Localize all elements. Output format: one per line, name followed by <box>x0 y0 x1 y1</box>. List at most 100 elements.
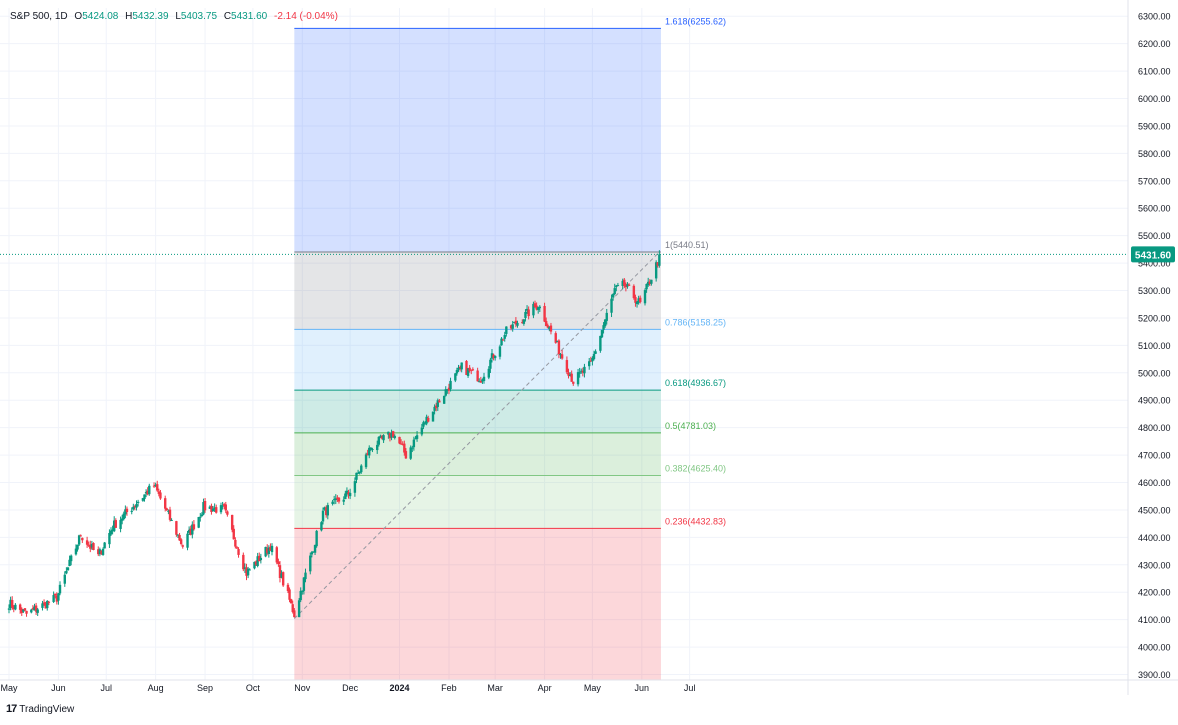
candle-body <box>175 521 178 535</box>
candle-body <box>14 604 17 610</box>
candle-body <box>411 447 414 449</box>
fib-band-0 <box>294 28 661 252</box>
candle-body <box>645 283 648 290</box>
candle-body <box>588 361 591 367</box>
y-tick-label: 6200.00 <box>1138 39 1171 49</box>
candle-body <box>52 595 55 602</box>
candle-body <box>25 610 28 614</box>
fib-band-1 <box>294 251 661 330</box>
y-tick-label: 5800.00 <box>1138 149 1171 159</box>
candle-body <box>546 325 549 328</box>
candle-body <box>368 447 371 456</box>
candle-body <box>589 360 593 362</box>
candle-body <box>192 524 196 530</box>
candle-body <box>478 381 481 383</box>
x-tick-label: May <box>584 683 602 693</box>
candle-body <box>111 529 114 531</box>
candle-body <box>246 568 250 576</box>
candle-body <box>103 542 106 549</box>
fib-level-label: 1(5440.51) <box>665 240 709 250</box>
ohlc-legend: S&P 500, 1D O5424.08 H5432.39 L5403.75 C… <box>10 11 338 22</box>
candle-body <box>302 577 306 591</box>
candle-body <box>559 354 562 356</box>
candle-body <box>476 370 479 382</box>
candle-body <box>42 602 46 604</box>
symbol-label[interactable]: S&P 500, 1D <box>10 11 68 22</box>
candle-body <box>68 559 71 566</box>
candle-body <box>334 498 337 501</box>
y-tick-label: 5300.00 <box>1138 286 1171 296</box>
candle-body <box>124 509 127 515</box>
candle-body <box>454 373 457 381</box>
candle-body <box>583 366 586 374</box>
candle-body <box>113 520 116 532</box>
candle-body <box>470 369 473 371</box>
candle-body <box>471 369 475 371</box>
candle-body <box>254 561 258 565</box>
candle-body <box>591 357 594 362</box>
candle-body <box>626 284 629 287</box>
candle-body <box>154 484 157 487</box>
candle-body <box>603 319 607 327</box>
candle-body <box>420 427 424 435</box>
candle-body <box>92 543 95 550</box>
candle-body <box>498 346 502 357</box>
candle-body <box>388 433 392 439</box>
candle-body <box>267 547 271 554</box>
candle-body <box>221 505 224 507</box>
candle-body <box>444 389 447 396</box>
candle-body <box>532 303 535 316</box>
candle-body <box>69 555 73 562</box>
candle-body <box>237 549 240 555</box>
candle-body <box>600 330 604 338</box>
candle-body <box>556 340 559 342</box>
fib-trend-line <box>293 251 660 619</box>
candle-body <box>232 528 235 540</box>
y-tick-label: 5900.00 <box>1138 121 1171 131</box>
candle-body <box>130 510 133 512</box>
candle-body <box>66 567 70 571</box>
candle-body <box>347 492 350 495</box>
candle-body <box>599 335 602 351</box>
candle-body <box>245 567 248 576</box>
y-tick-label: 5500.00 <box>1138 231 1171 241</box>
candle-body <box>30 609 33 613</box>
candle-body <box>425 416 428 424</box>
candle-body <box>457 367 460 370</box>
candle-body <box>87 544 90 546</box>
candle-body <box>101 548 105 555</box>
y-tick-label: 5700.00 <box>1138 176 1171 186</box>
candle-body <box>119 519 122 529</box>
candle-body <box>648 281 651 284</box>
candle-body <box>376 444 379 451</box>
candle-body <box>264 546 267 557</box>
low-label: L <box>175 11 181 22</box>
candle-body <box>399 443 403 445</box>
candle-body <box>23 608 27 611</box>
x-tick-label: Aug <box>148 683 164 693</box>
candle-body <box>143 494 146 500</box>
fib-band-3 <box>294 390 661 433</box>
fib-level-label: 1.618(6255.62) <box>665 16 726 26</box>
candle-body <box>222 504 226 506</box>
tradingview-branding[interactable]: 17 TradingView <box>6 703 74 715</box>
x-tick-label: Oct <box>246 683 261 693</box>
x-tick-label: May <box>0 683 18 693</box>
fib-band-4 <box>294 432 661 476</box>
candle-body <box>611 294 615 298</box>
candle-body <box>576 372 580 385</box>
x-tick-label: Jul <box>100 683 112 693</box>
candle-body <box>170 519 173 521</box>
y-tick-label: 5400.00 <box>1138 259 1171 269</box>
candle-body <box>141 498 145 501</box>
x-tick-label: Feb <box>441 683 457 693</box>
candle-body <box>230 514 234 530</box>
candle-body <box>581 370 585 373</box>
candle-body <box>634 297 637 303</box>
candle-body <box>152 485 156 487</box>
candle-body <box>409 447 412 459</box>
fib-level-label: 0.618(4936.67) <box>665 378 726 388</box>
candle-body <box>538 306 542 309</box>
